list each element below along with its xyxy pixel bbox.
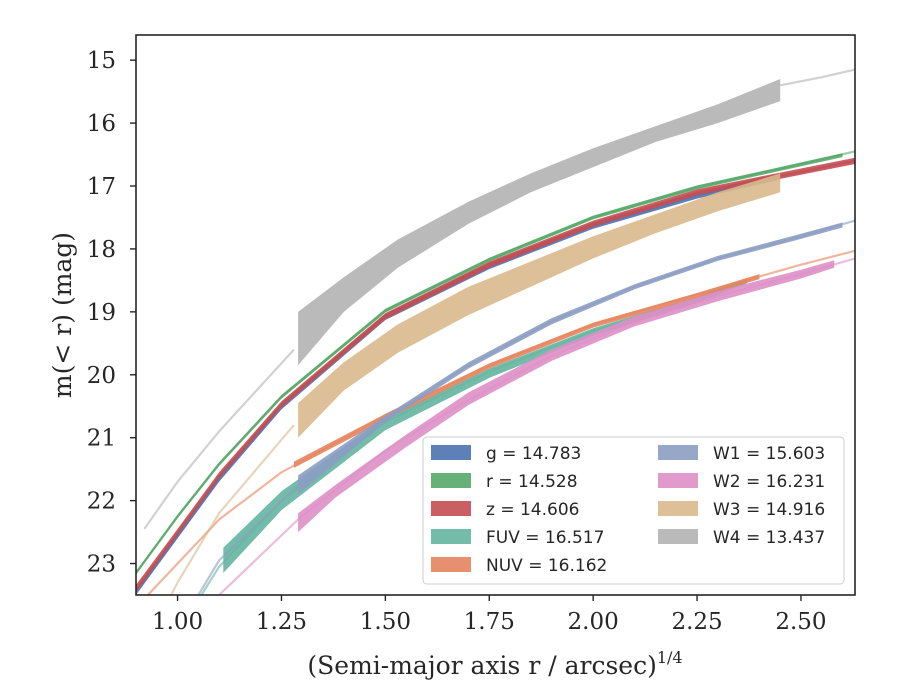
legend-item-NUV: NUV = 16.162 bbox=[431, 556, 607, 576]
x-tick-label: 1.25 bbox=[256, 609, 307, 635]
legend-swatch-NUV bbox=[431, 557, 471, 572]
y-tick-label: 21 bbox=[87, 426, 116, 452]
x-tick-label: 2.50 bbox=[775, 609, 826, 635]
y-tick-label: 16 bbox=[87, 111, 116, 137]
series-z bbox=[136, 157, 855, 593]
y-tick-label: 17 bbox=[87, 174, 116, 200]
legend-item-z: z = 14.606 bbox=[431, 500, 579, 520]
legend-item-W4: W4 = 13.437 bbox=[658, 528, 825, 548]
series-NUV bbox=[146, 249, 855, 595]
series-W3 bbox=[169, 173, 781, 595]
legend-label-W3: W3 = 14.916 bbox=[713, 500, 825, 520]
legend-label-W1: W1 = 15.603 bbox=[713, 444, 825, 464]
legend-label-g: g = 14.783 bbox=[486, 444, 581, 464]
legend-swatch-FUV bbox=[431, 529, 471, 544]
x-tick-label: 2.00 bbox=[568, 609, 619, 635]
legend-item-W2: W2 = 16.231 bbox=[658, 472, 825, 492]
legend-item-r: r = 14.528 bbox=[431, 472, 578, 492]
legend-item-FUV: FUV = 16.517 bbox=[431, 528, 604, 548]
plot-frame bbox=[135, 34, 856, 596]
curve-ext-W4 bbox=[779, 68, 855, 87]
legend-label-FUV: FUV = 16.517 bbox=[486, 528, 604, 548]
x-axis-label-exponent: 1/4 bbox=[657, 648, 683, 667]
series-W4 bbox=[143, 68, 855, 530]
curve-W4 bbox=[143, 348, 295, 530]
x-tick-label: 1.00 bbox=[152, 609, 203, 635]
legend-label-W4: W4 = 13.437 bbox=[713, 528, 825, 548]
series-r bbox=[136, 150, 855, 575]
curve-W3 bbox=[169, 424, 295, 595]
y-tick-label: 19 bbox=[87, 300, 116, 326]
y-tick-label: 23 bbox=[87, 552, 116, 578]
x-axis-label: (Semi-major axis r / arcsec)1/4 bbox=[307, 648, 682, 680]
y-tick-label: 22 bbox=[87, 489, 116, 515]
band-W4 bbox=[298, 79, 781, 366]
x-tick-label: 1.75 bbox=[464, 609, 515, 635]
legend-swatch-r bbox=[431, 473, 471, 488]
legend-swatch-W4 bbox=[658, 529, 698, 544]
series-layer bbox=[136, 68, 855, 595]
legend-swatch-W3 bbox=[658, 501, 698, 516]
legend-label-NUV: NUV = 16.162 bbox=[486, 556, 607, 576]
y-tick-label: 15 bbox=[87, 48, 116, 74]
legend-swatch-z bbox=[431, 501, 471, 516]
legend-item-W3: W3 = 14.916 bbox=[658, 500, 825, 520]
axes-ticks: 1.00 1.25 1.50 1.75 2.00 2.25 2.50 15 16 17 18 19 20… bbox=[87, 48, 827, 635]
y-tick-label: 18 bbox=[87, 237, 116, 263]
y-tick-label: 20 bbox=[87, 363, 116, 389]
legend-item-g: g = 14.783 bbox=[431, 444, 581, 464]
x-tick-label: 2.25 bbox=[671, 609, 722, 635]
legend: g = 14.783 r = 14.528 z = 14.606 FUV = 16.5… bbox=[422, 436, 845, 585]
series-W2 bbox=[217, 257, 855, 595]
y-axis-label: m(< r) (mag) bbox=[48, 232, 77, 398]
x-tick-label: 1.50 bbox=[360, 609, 411, 635]
legend-item-W1: W1 = 15.603 bbox=[658, 444, 825, 464]
legend-label-r: r = 14.528 bbox=[486, 472, 578, 492]
legend-label-z: z = 14.606 bbox=[486, 500, 579, 520]
legend-swatch-W2 bbox=[658, 473, 698, 488]
legend-swatch-W1 bbox=[658, 445, 698, 460]
band-W3 bbox=[298, 173, 781, 438]
legend-swatch-g bbox=[431, 445, 471, 460]
series-W1 bbox=[197, 219, 855, 595]
legend-frame bbox=[422, 436, 845, 585]
legend-label-W2: W2 = 16.231 bbox=[713, 472, 825, 492]
